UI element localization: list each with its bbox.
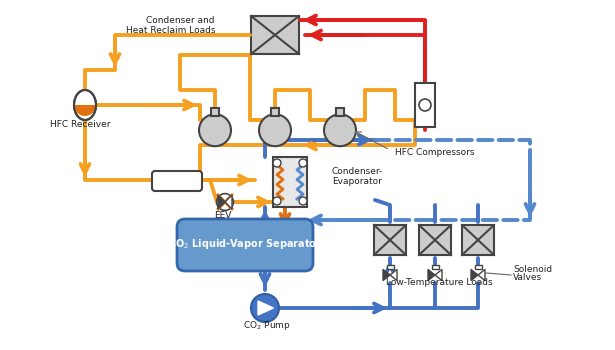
Circle shape bbox=[199, 114, 231, 146]
Polygon shape bbox=[478, 270, 485, 281]
Bar bbox=[386, 265, 394, 270]
Ellipse shape bbox=[74, 90, 96, 120]
Text: Low-Temperature Loads: Low-Temperature Loads bbox=[386, 278, 493, 287]
FancyBboxPatch shape bbox=[419, 225, 451, 255]
Bar bbox=[211, 108, 219, 116]
Circle shape bbox=[273, 159, 281, 167]
FancyBboxPatch shape bbox=[152, 171, 202, 191]
Bar bbox=[336, 108, 344, 116]
Polygon shape bbox=[428, 270, 435, 281]
Text: Valves: Valves bbox=[513, 273, 542, 282]
Text: Solenoid: Solenoid bbox=[513, 265, 552, 274]
Bar bbox=[271, 108, 279, 116]
Circle shape bbox=[299, 159, 307, 167]
Text: HFC Receiver: HFC Receiver bbox=[50, 120, 110, 129]
Polygon shape bbox=[218, 195, 225, 209]
Circle shape bbox=[251, 294, 279, 322]
Text: Evaporator: Evaporator bbox=[332, 177, 382, 186]
Circle shape bbox=[216, 194, 234, 210]
Text: Condenser-: Condenser- bbox=[332, 167, 383, 176]
Polygon shape bbox=[435, 270, 442, 281]
Polygon shape bbox=[390, 270, 397, 281]
Polygon shape bbox=[225, 195, 232, 209]
FancyBboxPatch shape bbox=[415, 83, 435, 127]
Circle shape bbox=[299, 197, 307, 205]
Wedge shape bbox=[74, 105, 96, 116]
Text: CO$_2$ Pump: CO$_2$ Pump bbox=[243, 319, 291, 332]
Polygon shape bbox=[383, 270, 390, 281]
Circle shape bbox=[273, 197, 281, 205]
Text: CO$_2$ Liquid-Vapor Separator: CO$_2$ Liquid-Vapor Separator bbox=[168, 237, 322, 251]
Polygon shape bbox=[471, 270, 478, 281]
FancyBboxPatch shape bbox=[251, 16, 299, 54]
FancyBboxPatch shape bbox=[273, 157, 307, 207]
Text: HFC Compressors: HFC Compressors bbox=[395, 148, 475, 157]
Circle shape bbox=[324, 114, 356, 146]
Text: Heat Reclaim Loads: Heat Reclaim Loads bbox=[125, 26, 215, 35]
FancyBboxPatch shape bbox=[374, 225, 406, 255]
Bar bbox=[475, 265, 482, 270]
Text: EEV: EEV bbox=[214, 211, 232, 220]
FancyBboxPatch shape bbox=[177, 219, 313, 271]
Text: Condenser and: Condenser and bbox=[146, 16, 215, 25]
Polygon shape bbox=[258, 301, 274, 315]
Circle shape bbox=[259, 114, 291, 146]
Bar bbox=[432, 265, 438, 270]
FancyBboxPatch shape bbox=[462, 225, 494, 255]
